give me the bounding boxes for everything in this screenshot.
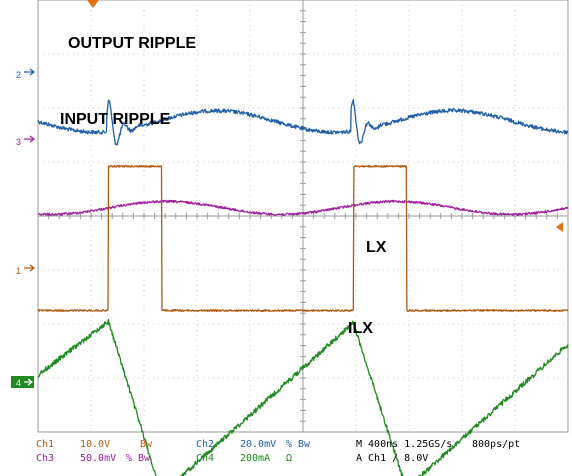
- trace-group: [37, 98, 569, 476]
- trigger-level-marker: [556, 222, 563, 232]
- channel-1-number: 1: [16, 266, 21, 276]
- ch1-label: Ch1: [36, 439, 54, 450]
- input-ripple-label: INPUT RIPPLE: [60, 111, 171, 128]
- status-bar: Ch1 10.0V Bw Ch2 20.0mV % Bw M 400ns 1.2…: [36, 439, 520, 464]
- ilx-label: ILX: [348, 320, 373, 337]
- ch3-scale: 50.0mV: [80, 453, 116, 464]
- ch2-label: Ch2: [196, 439, 214, 450]
- ch4-label: Ch4: [196, 453, 214, 464]
- lx-label: LX: [366, 239, 387, 256]
- ch2-scale: 20.0mV: [240, 439, 276, 450]
- ch1-bandwidth: Bw: [140, 439, 153, 450]
- channel-1-marker: 1: [16, 264, 35, 276]
- trigger-marker-top: [87, 0, 99, 8]
- output-ripple-trace: [37, 98, 569, 146]
- ch1-scale: 10.0V: [80, 439, 110, 450]
- input-ripple-trace: [37, 199, 569, 217]
- channel-4-number: 4: [16, 378, 21, 388]
- output-ripple-label: OUTPUT RIPPLE: [68, 35, 196, 52]
- ch3-label: Ch3: [36, 453, 54, 464]
- record-length: 800ps/pt: [472, 439, 520, 450]
- ch2-bandwidth: Bw: [298, 439, 311, 450]
- channel-3-marker: 3: [16, 135, 35, 147]
- channel-2-marker: 2: [16, 68, 35, 80]
- lx-switch-trace: [37, 164, 569, 312]
- ch2-coupling: %: [286, 439, 292, 450]
- channel-4-marker: 4: [11, 376, 34, 388]
- channel-3-number: 3: [16, 137, 21, 147]
- ch4-scale: 200mA: [240, 453, 270, 464]
- ilx-inductor-current-trace: [37, 318, 569, 476]
- timebase-readout: M 400ns 1.25GS/s: [356, 439, 452, 450]
- trigger-readout: A Ch1 ∕ 8.0V: [356, 453, 428, 464]
- ch3-bandwidth: Bw: [138, 453, 151, 464]
- ch4-impedance: Ω: [286, 453, 292, 464]
- channel-2-number: 2: [16, 70, 21, 80]
- graticule: [37, 0, 569, 433]
- ch3-coupling: %: [126, 453, 132, 464]
